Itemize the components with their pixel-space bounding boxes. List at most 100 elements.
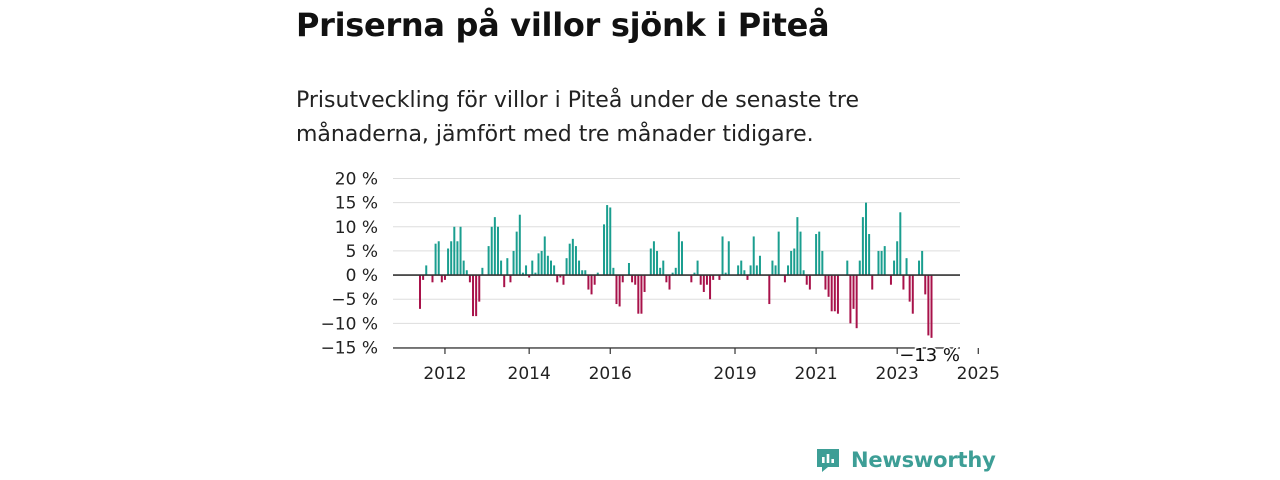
bar: [419, 275, 421, 309]
bar: [478, 275, 481, 302]
bar: [531, 260, 534, 276]
bar: [737, 265, 740, 276]
bar: [793, 248, 796, 276]
bars: [419, 202, 933, 338]
bar: [771, 260, 774, 276]
bar: [824, 275, 827, 290]
bar: [521, 272, 524, 276]
bar: [836, 275, 839, 314]
bar: [556, 275, 559, 283]
bar: [431, 275, 434, 283]
bar: [671, 272, 674, 276]
bar: [640, 275, 643, 314]
bar: [649, 248, 652, 276]
bar: [699, 275, 702, 285]
bar: [718, 275, 721, 280]
newsworthy-logo-icon: [817, 449, 839, 472]
y-tick-label: −10 %: [321, 314, 378, 334]
bar: [821, 250, 824, 276]
bar: [634, 275, 637, 285]
bar: [553, 265, 556, 276]
bar: [422, 275, 425, 280]
bar: [889, 275, 892, 285]
bar: [902, 275, 905, 290]
bar: [615, 275, 618, 305]
bar: [637, 275, 640, 314]
bar: [437, 241, 440, 276]
x-tick-label: 2012: [423, 364, 466, 384]
bar: [528, 275, 531, 278]
bar: [490, 226, 493, 276]
bar: [677, 231, 680, 276]
bar: [503, 275, 506, 288]
bar: [893, 260, 896, 276]
bar: [425, 265, 428, 276]
bar: [534, 272, 537, 276]
brand-name: Newsworthy: [851, 448, 996, 472]
bar: [802, 270, 805, 276]
bar: [627, 263, 630, 276]
bar: [702, 275, 705, 292]
chart-title: Priserna på villor sjönk i Piteå: [296, 6, 830, 44]
bar: [755, 265, 758, 276]
bar: [450, 241, 453, 276]
bar: [606, 205, 609, 276]
bar: [758, 255, 761, 276]
bar: [899, 212, 902, 276]
bar: [571, 238, 574, 276]
bar: [743, 270, 746, 276]
bar: [799, 231, 802, 276]
bar: [930, 275, 933, 338]
bar: [559, 275, 562, 278]
bar: [808, 275, 811, 290]
chart-subtitle: Prisutveckling för villor i Piteå under …: [296, 88, 859, 147]
bar: [590, 275, 593, 295]
x-tick-label: 2016: [589, 364, 632, 384]
bar: [768, 275, 771, 305]
bar: [868, 234, 871, 276]
bar: [749, 265, 752, 276]
bar: [472, 275, 475, 317]
bar: [537, 253, 540, 276]
last-value-label: −13 %: [899, 345, 960, 366]
x-tick-label: 2014: [508, 364, 551, 384]
x-tick-label: 2019: [713, 364, 756, 384]
bar: [927, 275, 930, 336]
x-tick-label: 2023: [876, 364, 919, 384]
newsworthy-brand[interactable]: Newsworthy: [815, 447, 996, 473]
bar: [852, 275, 855, 309]
bar: [921, 250, 924, 276]
bar: [727, 241, 730, 276]
bar: [546, 255, 549, 276]
bar: [905, 258, 908, 276]
bar: [709, 275, 712, 300]
bar: [525, 265, 528, 276]
y-tick-label: 5 %: [346, 242, 378, 262]
bar: [574, 246, 577, 276]
bar: [774, 265, 777, 276]
bar: [609, 207, 612, 276]
bar: [493, 217, 496, 276]
bar: [565, 258, 568, 276]
bar: [827, 275, 830, 297]
bar: [631, 275, 634, 283]
bar: [459, 226, 462, 276]
bar: [849, 275, 852, 324]
bar: [690, 275, 693, 283]
bar: [668, 275, 671, 290]
bar: [787, 265, 790, 276]
bar: [693, 272, 696, 276]
bar: [584, 270, 587, 276]
bar: [805, 275, 808, 285]
bar: [871, 275, 874, 290]
bar: [578, 260, 581, 276]
bar: [443, 275, 446, 280]
bar: [858, 260, 861, 276]
bar: [818, 231, 821, 276]
bar: [924, 275, 927, 295]
y-tick-label: 10 %: [335, 218, 378, 238]
bar: [456, 241, 459, 276]
bar: [861, 217, 864, 276]
bar: [465, 270, 468, 276]
